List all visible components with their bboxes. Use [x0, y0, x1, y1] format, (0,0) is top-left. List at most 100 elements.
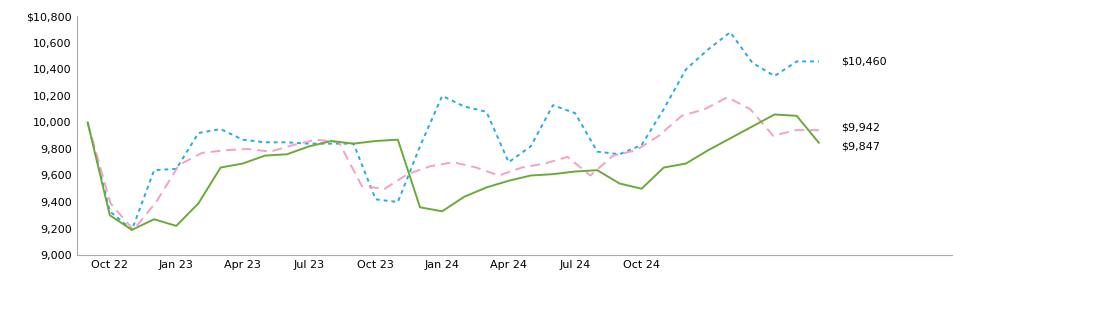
- Bloomberg U.S. Universal Index: [191, 131, 205, 135]
- Fund: [191, 201, 205, 205]
- Cboe LQD BuyWrite Index: [401, 172, 415, 176]
- Fund: [457, 195, 470, 199]
- Fund: [746, 125, 759, 129]
- Cboe LQD BuyWrite Index: [196, 151, 209, 155]
- Bloomberg U.S. Universal Index: [392, 200, 405, 204]
- Fund: [569, 170, 582, 174]
- Fund: [126, 228, 139, 232]
- Bloomberg U.S. Universal Index: [613, 152, 626, 156]
- Cboe LQD BuyWrite Index: [423, 164, 437, 168]
- Fund: [546, 172, 559, 176]
- Cboe LQD BuyWrite Index: [446, 160, 459, 164]
- Bloomberg U.S. Universal Index: [103, 209, 116, 213]
- Cboe LQD BuyWrite Index: [173, 163, 186, 167]
- Fund: [347, 142, 360, 146]
- Bloomberg U.S. Universal Index: [591, 150, 604, 154]
- Bloomberg U.S. Universal Index: [480, 110, 493, 114]
- Bloomberg U.S. Universal Index: [746, 61, 759, 65]
- Fund: [303, 144, 316, 148]
- Cboe LQD BuyWrite Index: [127, 228, 140, 232]
- Fund: [768, 112, 781, 116]
- Bloomberg U.S. Universal Index: [325, 142, 338, 146]
- Cboe LQD BuyWrite Index: [150, 200, 163, 204]
- Fund: [480, 185, 493, 189]
- Cboe LQD BuyWrite Index: [584, 174, 597, 178]
- Cboe LQD BuyWrite Index: [241, 147, 254, 151]
- Cboe LQD BuyWrite Index: [607, 154, 620, 158]
- Fund: [613, 181, 626, 185]
- Cboe LQD BuyWrite Index: [629, 148, 642, 152]
- Bloomberg U.S. Universal Index: [435, 94, 449, 98]
- Bloomberg U.S. Universal Index: [701, 47, 714, 51]
- Bloomberg U.S. Universal Index: [723, 30, 736, 34]
- Cboe LQD BuyWrite Index: [104, 201, 117, 205]
- Line: Fund: Fund: [88, 114, 818, 230]
- Bloomberg U.S. Universal Index: [303, 142, 316, 146]
- Fund: [170, 224, 183, 228]
- Bloomberg U.S. Universal Index: [148, 168, 161, 172]
- Fund: [214, 165, 228, 169]
- Cboe LQD BuyWrite Index: [264, 150, 277, 154]
- Bloomberg U.S. Universal Index: [369, 198, 382, 201]
- Bloomberg U.S. Universal Index: [546, 103, 559, 107]
- Line: Bloomberg U.S. Universal Index: Bloomberg U.S. Universal Index: [88, 32, 818, 230]
- Cboe LQD BuyWrite Index: [721, 95, 734, 99]
- Bloomberg U.S. Universal Index: [524, 144, 537, 148]
- Cboe LQD BuyWrite Index: [287, 143, 300, 147]
- Line: Cboe LQD BuyWrite Index: Cboe LQD BuyWrite Index: [88, 97, 818, 230]
- Cboe LQD BuyWrite Index: [767, 134, 780, 138]
- Bloomberg U.S. Universal Index: [347, 142, 360, 146]
- Bloomberg U.S. Universal Index: [280, 140, 293, 144]
- Cboe LQD BuyWrite Index: [561, 155, 574, 159]
- Cboe LQD BuyWrite Index: [356, 184, 369, 188]
- Bloomberg U.S. Universal Index: [502, 160, 515, 164]
- Cboe LQD BuyWrite Index: [379, 187, 392, 191]
- Bloomberg U.S. Universal Index: [812, 60, 825, 63]
- Cboe LQD BuyWrite Index: [538, 162, 551, 165]
- Fund: [369, 139, 382, 143]
- Cboe LQD BuyWrite Index: [744, 107, 757, 111]
- Fund: [392, 138, 405, 142]
- Fund: [723, 136, 736, 140]
- Fund: [280, 152, 293, 156]
- Bloomberg U.S. Universal Index: [258, 140, 271, 144]
- Fund: [790, 114, 803, 118]
- Fund: [236, 162, 249, 165]
- Fund: [258, 154, 271, 158]
- Fund: [657, 165, 671, 169]
- Cboe LQD BuyWrite Index: [81, 120, 94, 124]
- Fund: [414, 205, 427, 209]
- Bloomberg U.S. Universal Index: [635, 143, 648, 147]
- Cboe LQD BuyWrite Index: [515, 165, 528, 169]
- Bloomberg U.S. Universal Index: [768, 74, 781, 78]
- Fund: [103, 213, 116, 217]
- Fund: [591, 168, 604, 172]
- Fund: [679, 162, 693, 165]
- Cboe LQD BuyWrite Index: [310, 138, 323, 142]
- Bloomberg U.S. Universal Index: [457, 105, 470, 109]
- Cboe LQD BuyWrite Index: [469, 165, 482, 169]
- Cboe LQD BuyWrite Index: [675, 114, 688, 118]
- Bloomberg U.S. Universal Index: [214, 127, 228, 131]
- Bloomberg U.S. Universal Index: [569, 111, 582, 115]
- Fund: [81, 120, 94, 124]
- Cboe LQD BuyWrite Index: [812, 128, 825, 132]
- Bloomberg U.S. Universal Index: [236, 138, 249, 142]
- Cboe LQD BuyWrite Index: [652, 134, 665, 138]
- Text: $9,942: $9,942: [841, 123, 880, 132]
- Bloomberg U.S. Universal Index: [170, 167, 183, 171]
- Text: $10,460: $10,460: [841, 57, 886, 66]
- Fund: [325, 139, 338, 143]
- Bloomberg U.S. Universal Index: [81, 120, 94, 124]
- Fund: [635, 187, 648, 191]
- Cboe LQD BuyWrite Index: [218, 148, 231, 152]
- Bloomberg U.S. Universal Index: [126, 228, 139, 232]
- Fund: [148, 217, 161, 221]
- Bloomberg U.S. Universal Index: [657, 107, 671, 111]
- Fund: [701, 148, 714, 152]
- Bloomberg U.S. Universal Index: [414, 144, 427, 148]
- Text: $9,847: $9,847: [841, 142, 880, 152]
- Cboe LQD BuyWrite Index: [492, 174, 505, 178]
- Fund: [524, 174, 537, 178]
- Fund: [502, 179, 515, 183]
